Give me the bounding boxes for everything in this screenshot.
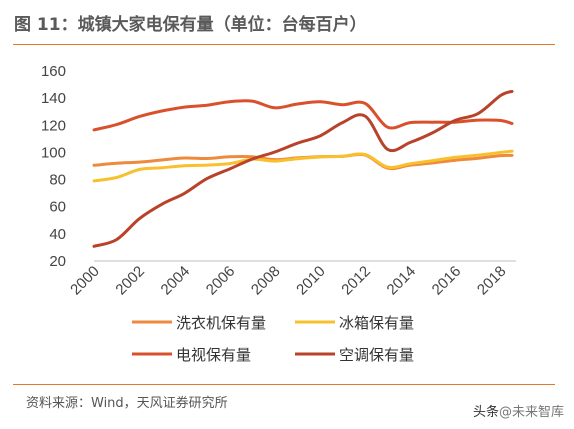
y-tick-label: 100	[41, 144, 66, 161]
top-rule	[13, 44, 555, 45]
x-tick-label: 2002	[112, 263, 148, 299]
series-line-0	[92, 152, 514, 171]
x-tick-label: 2008	[248, 263, 284, 299]
x-tick-label: 2018	[474, 263, 510, 299]
series-line-3	[92, 89, 514, 248]
series-line-2	[92, 99, 514, 132]
series-lines	[92, 89, 514, 248]
y-tick-label: 120	[41, 117, 66, 134]
y-tick-label: 160	[41, 63, 66, 80]
x-tick-label: 2010	[293, 263, 329, 299]
y-axis-ticks: 20 40 60 80 100 120 140 160	[41, 63, 66, 270]
x-tick-label: 2014	[384, 263, 420, 299]
chart-title: 图 11：城镇大家电保有量（单位：台每百户）	[14, 15, 367, 35]
y-tick-label: 80	[49, 172, 66, 189]
y-tick-label: 60	[49, 199, 66, 216]
watermark-prefix: 头条	[472, 405, 499, 420]
series-line-1	[92, 149, 514, 183]
y-tick-label: 40	[49, 226, 66, 243]
legend-label-3: 空调保有量	[339, 346, 414, 364]
bottom-rule	[13, 384, 555, 385]
legend-label-1: 冰箱保有量	[339, 314, 414, 332]
legend-label-2: 电视保有量	[176, 346, 251, 364]
x-tick-label: 2012	[338, 263, 374, 299]
y-tick-label: 140	[41, 90, 66, 107]
x-tick-label: 2006	[203, 263, 239, 299]
x-tick-label: 2016	[429, 263, 465, 299]
x-axis-ticks: 2000 2002 2004 2006 2008 2010 2012 2014 2016 2018	[67, 263, 509, 299]
legend-label-0: 洗衣机保有量	[176, 314, 266, 332]
x-tick-label: 2000	[67, 263, 103, 299]
watermark: 头条@未来智库	[473, 401, 564, 420]
x-tick-label: 2004	[158, 263, 194, 299]
source-note: 资料来源：Wind，天风证券研究所	[26, 396, 228, 411]
watermark-handle: @未来智库	[498, 405, 564, 420]
y-tick-label: 20	[49, 253, 66, 270]
